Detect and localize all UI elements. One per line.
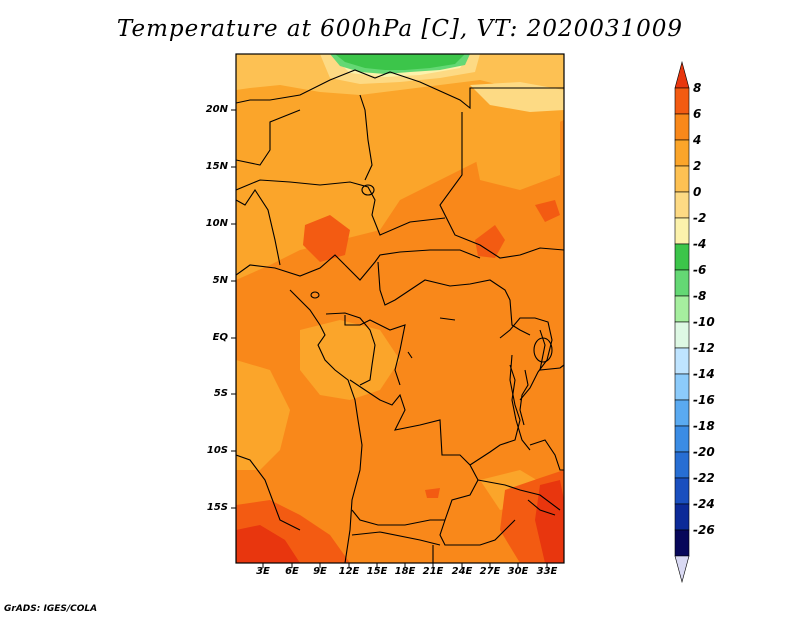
colorbar-label: -22 (693, 471, 715, 485)
colorbar-label: -12 (693, 341, 715, 355)
colorbar-swatch (674, 243, 690, 271)
colorbar-swatch (674, 295, 690, 323)
colorbar-label: 6 (693, 107, 702, 121)
lon-label: 12E (338, 566, 360, 577)
colorbar-swatch (674, 269, 690, 297)
colorbar-label: -2 (693, 211, 707, 225)
colorbar-swatch (674, 165, 690, 193)
footer-credit: GrADS: IGES/COLA (4, 604, 98, 614)
colorbar-swatch (674, 87, 690, 115)
colorbar-swatch (674, 451, 690, 479)
colorbar-label: -18 (693, 419, 715, 433)
lon-label: 33E (536, 566, 558, 577)
colorbar-label: -26 (693, 523, 715, 537)
lon-label: 9E (313, 566, 327, 577)
colorbar-top-arrow (674, 60, 690, 89)
temperature-field (236, 54, 564, 563)
colorbar-swatch (674, 477, 690, 505)
colorbar-swatch (674, 113, 690, 141)
colorbar-label: -14 (693, 367, 715, 381)
lat-label: 20N (205, 104, 228, 115)
colorbar-swatch (674, 139, 690, 167)
country-borders (236, 69, 564, 563)
colorbar-swatch (674, 347, 690, 375)
lon-label: 3E (256, 566, 270, 577)
colorbar-swatch (674, 321, 690, 349)
map-title: Temperature at 600hPa [C], VT: 202003100… (116, 16, 684, 42)
colorbar-label: -20 (693, 445, 715, 459)
colorbar-swatch (674, 425, 690, 453)
colorbar (674, 60, 690, 584)
colorbar-swatch (674, 217, 690, 245)
lat-label: 10S (206, 445, 228, 456)
lon-label: 6E (285, 566, 299, 577)
lon-label: 27E (479, 566, 501, 577)
colorbar-label: 0 (693, 185, 702, 199)
warm-spot (303, 215, 350, 262)
colorbar-swatch (674, 399, 690, 427)
lat-label: 15N (205, 161, 228, 172)
colorbar-label: -8 (693, 289, 707, 303)
lakes (310, 184, 556, 516)
colorbar-label: 2 (693, 159, 702, 173)
lat-label: 5N (212, 275, 228, 286)
colorbar-label: 4 (693, 133, 702, 147)
lat-label: 15S (206, 502, 228, 513)
lon-label: 21E (422, 566, 444, 577)
colorbar-swatch (674, 191, 690, 219)
lon-label: 30E (507, 566, 529, 577)
lat-label: EQ (212, 332, 228, 343)
lon-label: 24E (451, 566, 473, 577)
axis-ticks (231, 109, 548, 568)
colorbar-label: -4 (693, 237, 707, 251)
colorbar-label: -24 (693, 497, 715, 511)
colorbar-label: -16 (693, 393, 715, 407)
colorbar-swatch (674, 503, 690, 531)
lat-label: 10N (205, 218, 228, 229)
hot-spot (236, 525, 300, 563)
lon-label: 15E (366, 566, 388, 577)
colorbar-bottom-arrow (674, 555, 690, 584)
colorbar-label: 8 (693, 81, 702, 95)
colorbar-swatch (674, 373, 690, 401)
lat-label: 5S (213, 388, 228, 399)
colorbar-label: -10 (693, 315, 715, 329)
map-frame (235, 53, 565, 564)
colorbar-swatch (674, 529, 690, 557)
colorbar-label: -6 (693, 263, 707, 277)
lon-label: 18E (394, 566, 416, 577)
